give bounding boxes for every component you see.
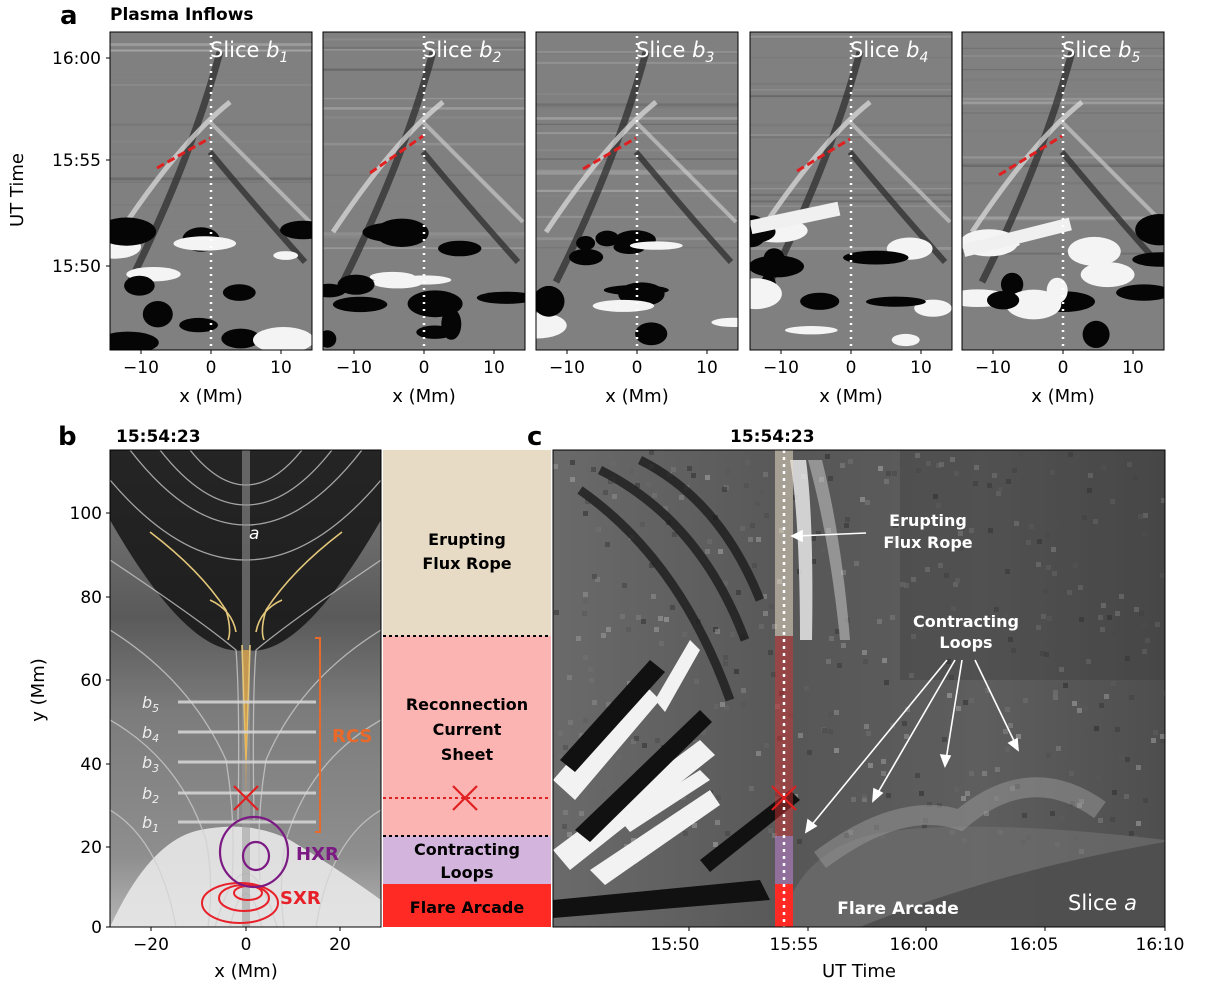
slice-xtick: −10 xyxy=(763,358,799,378)
panel-c-xtick: 16:00 xyxy=(890,935,939,955)
panel-c-slice-word: Slice xyxy=(1068,891,1124,915)
panel-b-ytick: 0 xyxy=(91,918,102,938)
panel-b-ytick: 100 xyxy=(70,504,102,524)
panel-c-slice-label: Slice a xyxy=(1068,891,1137,915)
panel-b-time: 15:54:23 xyxy=(116,427,201,447)
inflow-trace-line xyxy=(156,136,211,170)
panel-b-letter: b xyxy=(58,422,77,452)
slice-panel-2: Slice b2 −10 0 10 x (Mm) xyxy=(322,31,526,407)
slice-panel-5: Slice b5 −10 0 10 x (Mm) xyxy=(961,31,1165,407)
panel-c-contracting-label: Contracting Loops xyxy=(913,612,1019,652)
slice-xtick: 0 xyxy=(846,358,857,378)
panel-c-xticks: 15:50 15:55 16:00 16:05 16:10 xyxy=(651,935,1185,955)
legend-erupting: Erupting Flux Rope xyxy=(422,530,511,573)
slice-label: Slice b3 xyxy=(636,38,714,66)
panel-a-ytick: 15:55 xyxy=(52,151,101,171)
slice-xtick: 10 xyxy=(270,358,292,378)
slice-xtick: 10 xyxy=(910,358,932,378)
slice-label: Slice b5 xyxy=(1062,38,1140,66)
slice-xtick: 10 xyxy=(1122,358,1144,378)
panel-b-ytick: 20 xyxy=(80,838,102,858)
panel-a-slice-panels: Slice b1 −10 0 10 x (Mm) Slice b2 −10 0 10 x (Mm)… xyxy=(109,31,1165,407)
panel-c-erupting-label: Erupting Flux Rope xyxy=(883,511,972,552)
panel-a-letter: a xyxy=(60,1,78,31)
slice-panel-1: Slice b1 −10 0 10 x (Mm) xyxy=(109,31,313,407)
panel-a-ylabel: UT Time xyxy=(7,153,28,227)
panel-b-ylabel: y (Mm) xyxy=(28,658,49,721)
panel-b-slice-a-label: a xyxy=(249,524,259,544)
panel-c-letter: c xyxy=(527,422,542,452)
panel-c-xtick: 16:10 xyxy=(1136,935,1185,955)
panel-c-xlabel: UT Time xyxy=(822,961,896,982)
slice-xlabel: x (Mm) xyxy=(179,386,242,407)
panel-b-rcs-label: RCS xyxy=(332,726,372,747)
slice-label: Slice b2 xyxy=(423,38,501,66)
panel-b-image xyxy=(110,450,381,927)
panel-b-xtick: −20 xyxy=(133,935,169,955)
slice-label: Slice b4 xyxy=(850,38,928,66)
slice-panel-4: Slice b4 −10 0 10 x (Mm) xyxy=(749,31,953,407)
panel-b-xticks: −20 0 20 xyxy=(133,935,351,955)
region-legend-column: Erupting Flux Rope Reconnection Current She… xyxy=(383,450,551,927)
slice-xtick: 10 xyxy=(696,358,718,378)
panel-c-xtick: 15:50 xyxy=(651,935,700,955)
slice-xlabel: x (Mm) xyxy=(605,386,668,407)
panel-b-sxr-label: SXR xyxy=(280,888,321,909)
panel-b-xlabel: x (Mm) xyxy=(214,961,277,982)
slice-xtick: 0 xyxy=(419,358,430,378)
slice-xlabel: x (Mm) xyxy=(819,386,882,407)
slice-xtick: 0 xyxy=(632,358,643,378)
inflow-trace-line xyxy=(582,136,637,171)
slice-xlabel: x (Mm) xyxy=(392,386,455,407)
slice-xtick: −10 xyxy=(975,358,1011,378)
panel-b-rcs-bracket xyxy=(315,637,321,833)
panel-b-yticks: 100 80 60 40 20 0 xyxy=(70,504,102,938)
panel-c-xtick: 15:55 xyxy=(770,935,819,955)
slice-panel-3: Slice b3 −10 0 10 x (Mm) xyxy=(535,31,739,407)
panel-a-ytick: 16:00 xyxy=(52,49,101,69)
slice-xtick: −10 xyxy=(123,358,159,378)
legend-rcs: Reconnection Current Sheet xyxy=(406,695,528,764)
slice-xtick: 0 xyxy=(1058,358,1069,378)
panel-b-ytick: 60 xyxy=(80,671,102,691)
slice-xtick: 0 xyxy=(206,358,217,378)
panel-c-xtick: 16:05 xyxy=(1010,935,1059,955)
panel-c-time: 15:54:23 xyxy=(730,427,815,447)
panel-b-x-point xyxy=(233,785,259,811)
slice-xtick: 10 xyxy=(483,358,505,378)
panel-b-xtick: 0 xyxy=(241,935,252,955)
panel-b-ytick: 40 xyxy=(80,755,102,775)
inflow-trace-line xyxy=(369,134,424,175)
inflow-trace-line xyxy=(998,134,1063,177)
slice-xtick: −10 xyxy=(549,358,585,378)
panel-a-title: Plasma Inflows xyxy=(110,5,254,25)
panel-c-slice-letter: a xyxy=(1124,891,1137,915)
panel-c-arrows xyxy=(790,529,1019,834)
panel-b-ytick: 80 xyxy=(80,588,102,608)
panel-a-yticks: 16:00 15:55 15:50 xyxy=(52,49,110,277)
panel-c-arcade-label: Flare Arcade xyxy=(837,899,959,919)
panel-b-xtick: 20 xyxy=(329,935,351,955)
panel-a-ytick: 15:50 xyxy=(52,257,101,277)
panel-b-hxr-label: HXR xyxy=(296,844,339,865)
panel-c-image xyxy=(553,450,1165,927)
slice-xtick: −10 xyxy=(336,358,372,378)
slice-label: Slice b1 xyxy=(210,38,288,66)
legend-arcade: Flare Arcade xyxy=(410,898,525,917)
inflow-trace-line xyxy=(796,137,851,173)
legend-contracting: Contracting Loops xyxy=(414,840,520,882)
slice-xlabel: x (Mm) xyxy=(1031,386,1094,407)
